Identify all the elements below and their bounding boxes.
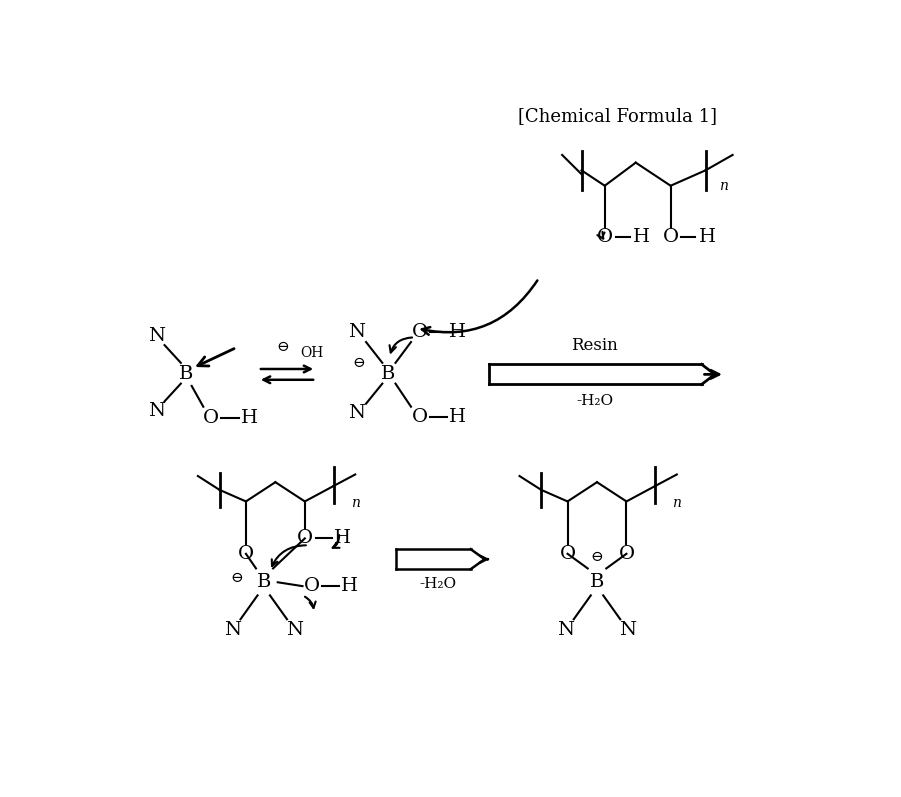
Text: N: N xyxy=(349,323,365,341)
Text: OH: OH xyxy=(300,346,323,359)
FancyArrowPatch shape xyxy=(422,281,537,335)
Text: O: O xyxy=(304,577,320,595)
Text: O: O xyxy=(596,228,613,245)
Text: O: O xyxy=(413,408,428,426)
Text: N: N xyxy=(620,621,636,639)
Text: H: H xyxy=(341,577,358,595)
Text: N: N xyxy=(149,327,165,345)
Text: B: B xyxy=(590,573,605,591)
Text: n: n xyxy=(672,496,681,510)
Text: H: H xyxy=(698,228,715,245)
Text: H: H xyxy=(449,323,466,341)
Text: ⊖: ⊖ xyxy=(231,571,243,586)
Text: ⊖: ⊖ xyxy=(277,340,289,355)
Text: H: H xyxy=(633,228,650,245)
Text: n: n xyxy=(350,496,359,510)
Text: n: n xyxy=(720,179,728,193)
Text: ⊖: ⊖ xyxy=(591,550,604,563)
Text: N: N xyxy=(349,404,365,422)
Text: [Chemical Formula 1]: [Chemical Formula 1] xyxy=(518,108,717,125)
Text: O: O xyxy=(203,410,219,427)
Text: H: H xyxy=(334,529,351,548)
Text: Resin: Resin xyxy=(571,336,618,354)
Text: -H₂O: -H₂O xyxy=(576,395,614,408)
Text: B: B xyxy=(179,365,194,383)
FancyArrowPatch shape xyxy=(305,597,315,608)
Text: O: O xyxy=(413,323,428,341)
Text: B: B xyxy=(257,573,271,591)
Text: O: O xyxy=(618,545,634,563)
Text: O: O xyxy=(662,228,678,245)
FancyArrowPatch shape xyxy=(272,545,306,566)
FancyArrowPatch shape xyxy=(597,232,605,238)
Text: N: N xyxy=(224,621,241,639)
Text: O: O xyxy=(238,545,254,563)
Text: N: N xyxy=(287,621,304,639)
Text: N: N xyxy=(558,621,575,639)
Text: O: O xyxy=(296,529,313,548)
Text: H: H xyxy=(449,408,466,426)
Text: B: B xyxy=(380,365,395,383)
Text: H: H xyxy=(241,410,259,427)
Text: O: O xyxy=(560,545,576,563)
Text: -H₂O: -H₂O xyxy=(420,577,457,591)
Text: ⊖: ⊖ xyxy=(352,355,365,370)
FancyArrowPatch shape xyxy=(332,535,340,548)
FancyArrowPatch shape xyxy=(389,337,412,352)
Text: N: N xyxy=(149,402,165,419)
